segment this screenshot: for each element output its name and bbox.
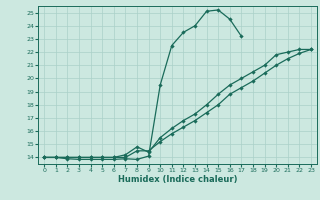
X-axis label: Humidex (Indice chaleur): Humidex (Indice chaleur)	[118, 175, 237, 184]
